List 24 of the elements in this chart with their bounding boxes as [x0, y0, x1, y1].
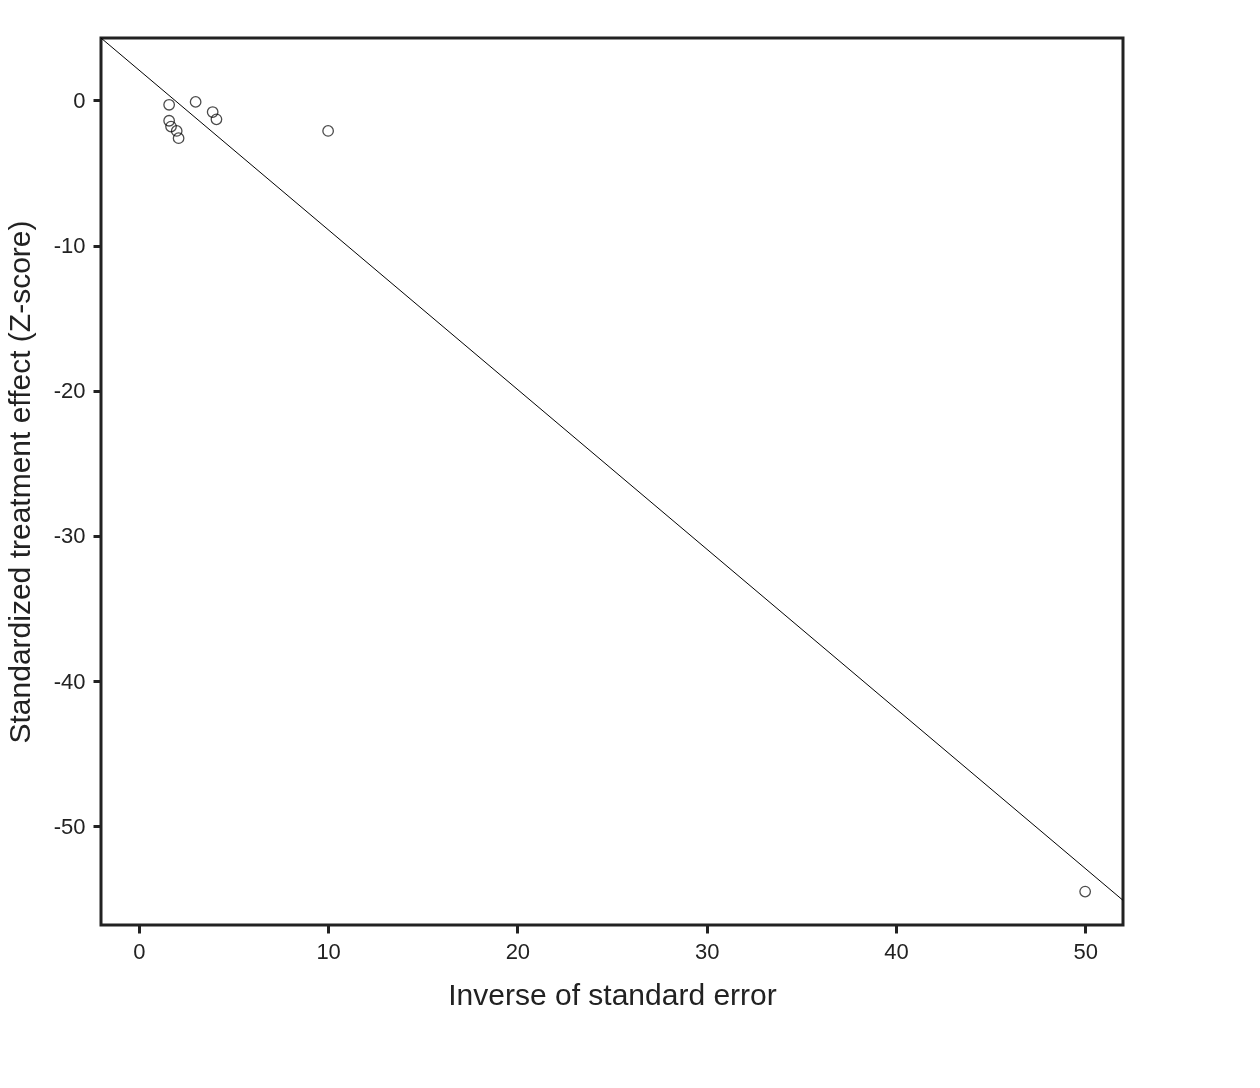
y-tick-label: 0: [73, 87, 86, 113]
point: [170, 125, 183, 137]
x-tick-label: 10: [316, 938, 341, 964]
point: [206, 106, 219, 118]
point: [163, 98, 176, 111]
point: [210, 113, 223, 126]
point: [189, 95, 202, 108]
y-axis-title: Standardized treatment effect (Z-score): [2, 220, 36, 744]
x-tick-label: 30: [694, 938, 720, 964]
x-tick-label: 40: [884, 938, 909, 964]
y-tick-label: -30: [53, 523, 86, 549]
x-tick-label: 50: [1073, 938, 1098, 964]
point: [322, 125, 335, 137]
x-axis-title: Inverse of standard error: [448, 977, 777, 1011]
point: [165, 120, 177, 133]
x-tick-label: 0: [133, 938, 146, 964]
y-tick-label: -10: [53, 233, 86, 259]
point: [163, 114, 176, 127]
point: [172, 132, 185, 145]
y-tick-label: -50: [53, 813, 86, 839]
y-tick-label: -20: [53, 378, 86, 404]
x-tick-label: 20: [505, 938, 531, 964]
y-tick-label: -40: [53, 668, 86, 694]
point: [1079, 885, 1092, 898]
